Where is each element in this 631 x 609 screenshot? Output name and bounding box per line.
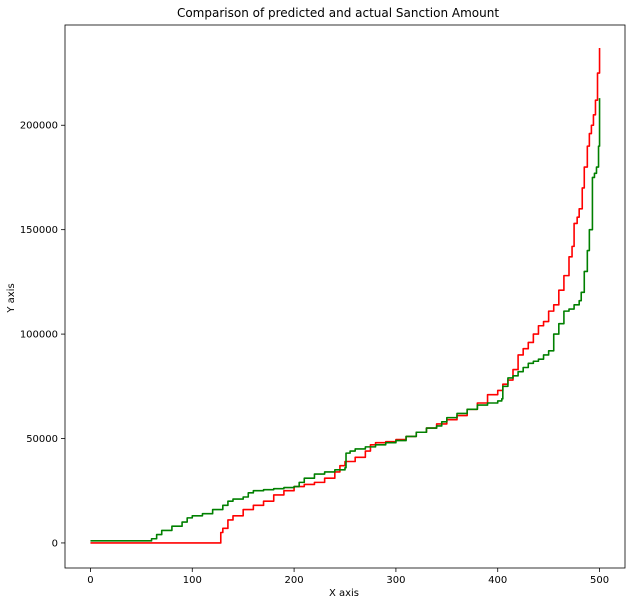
y-axis-label: Y axis xyxy=(6,283,17,313)
y-tick-label-0: 0 xyxy=(52,538,58,549)
x-tick-label-100: 100 xyxy=(183,575,202,586)
x-tick-label-200: 200 xyxy=(285,575,304,586)
series-line-1 xyxy=(90,98,601,542)
x-tick-label-300: 300 xyxy=(386,575,405,586)
x-tick-label-0: 0 xyxy=(87,575,93,586)
x-axis-label: X axis xyxy=(329,588,359,599)
y-tick-label-150000: 150000 xyxy=(20,225,58,236)
y-tick-label-50000: 50000 xyxy=(26,434,58,445)
y-tick-label-100000: 100000 xyxy=(20,330,58,341)
plot-area: 0 100 200 300 400 500 0 50000 100000 150000 200000 xyxy=(20,24,626,586)
axes-frame xyxy=(64,24,626,569)
chart-title: Comparison of predicted and actual Sanct… xyxy=(177,6,499,20)
x-tick-label-400: 400 xyxy=(488,575,507,586)
x-tick-label-500: 500 xyxy=(590,575,609,586)
y-tick-label-200000: 200000 xyxy=(20,121,58,132)
